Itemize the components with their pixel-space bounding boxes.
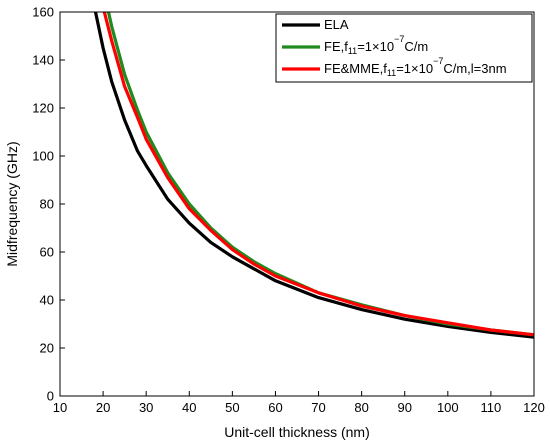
series-line-3	[102, 12, 534, 337]
x-tick-label: 20	[96, 400, 110, 415]
y-tick-label: 160	[32, 5, 54, 20]
legend: ELA FE,f11=1×10−7C/mFE&MME,f11=1×10−7C/m,…	[275, 13, 533, 83]
x-tick-label: 110	[481, 400, 502, 415]
y-tick-label: 60	[40, 245, 54, 260]
x-tick-label: 90	[397, 400, 411, 415]
y-tick-label: 140	[32, 53, 54, 68]
legend-label-3: FE&MME,f11=1×10−7C/m,l=3nm	[324, 56, 507, 78]
y-tick-label: 100	[32, 149, 54, 164]
x-tick-label: 100	[437, 400, 459, 415]
legend-label-2: FE,f11=1×10−7C/m	[324, 34, 428, 56]
x-tick-label: 60	[268, 400, 282, 415]
y-tick-label: 40	[40, 293, 54, 308]
series-line-1	[93, 12, 534, 339]
y-tick-label: 120	[32, 101, 54, 116]
x-tick-label: 10	[53, 400, 67, 415]
y-tick-label: 80	[40, 197, 54, 212]
y-axis-title: Midfrequency (GHz)	[4, 141, 20, 266]
y-tick-label: 0	[47, 389, 54, 404]
x-tick-label: 70	[311, 400, 325, 415]
x-tick-label: 30	[139, 400, 153, 415]
x-axis-title: Unit-cell thickness (nm)	[224, 424, 369, 440]
x-tick-label: 50	[225, 400, 239, 415]
legend-label-1: ELA	[324, 17, 349, 32]
y-tick-label: 20	[40, 341, 54, 356]
x-tick-label: 40	[182, 400, 196, 415]
x-tick-label: 120	[523, 400, 545, 415]
x-tick-label: 80	[354, 400, 368, 415]
